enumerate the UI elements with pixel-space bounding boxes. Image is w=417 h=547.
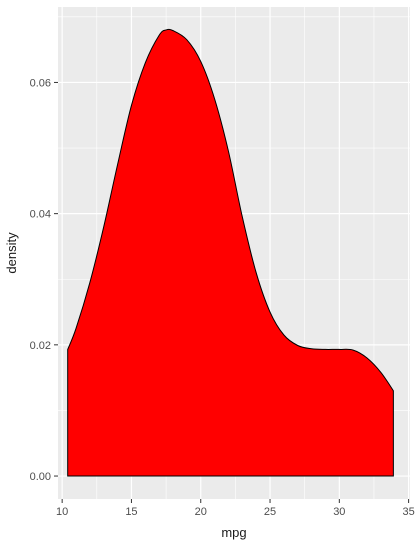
x-tick-label: 20 xyxy=(195,506,207,518)
x-tick-label: 10 xyxy=(56,506,68,518)
y-axis-title: density xyxy=(4,232,19,274)
y-tick-label: 0.02 xyxy=(30,340,51,352)
x-tick-label: 25 xyxy=(264,506,276,518)
x-axis-title: mpg xyxy=(221,525,246,540)
x-tick-label: 35 xyxy=(402,506,414,518)
y-tick-label: 0.06 xyxy=(30,77,51,89)
x-axis: 10 15 20 25 30 35 xyxy=(56,499,415,518)
y-tick-label: 0.04 xyxy=(30,209,51,221)
density-area xyxy=(67,28,394,477)
y-axis: 0.00 0.02 0.04 0.06 xyxy=(30,77,58,483)
y-tick-label: 0.00 xyxy=(30,471,51,483)
x-tick-label: 30 xyxy=(333,506,345,518)
x-tick-label: 15 xyxy=(125,506,137,518)
